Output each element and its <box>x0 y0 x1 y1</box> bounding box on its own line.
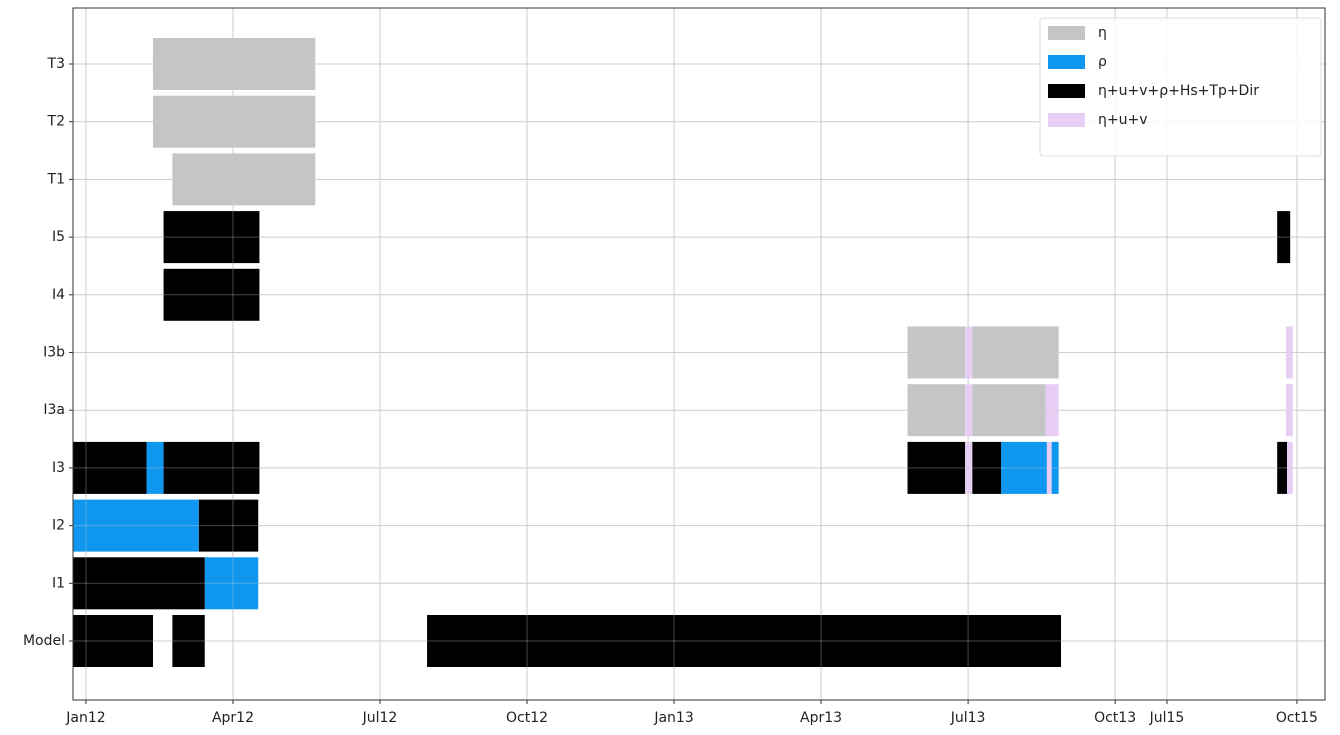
bar-segment <box>73 499 199 552</box>
y-tick-label: T1 <box>47 171 65 187</box>
legend-label: η <box>1098 25 1107 41</box>
bar-segment <box>73 557 205 610</box>
y-tick-label: T2 <box>47 114 65 130</box>
bar-segment <box>198 499 259 552</box>
bar-segment <box>427 615 1062 667</box>
bar-segment <box>73 615 153 667</box>
y-tick-label: I2 <box>52 518 65 534</box>
bar-segment <box>152 38 316 90</box>
bar-segment <box>907 384 966 437</box>
x-tick-label: Apr13 <box>800 710 842 726</box>
legend-swatch <box>1048 26 1085 40</box>
y-tick-label: T3 <box>47 56 65 72</box>
y-tick-label: I3b <box>43 345 65 361</box>
bar-segment <box>1045 384 1059 437</box>
axes-frame <box>72 7 1326 701</box>
x-tick-label: Jul12 <box>362 710 398 726</box>
bar-segment <box>972 326 1059 379</box>
y-tick-label: I4 <box>52 287 65 303</box>
y-tick-label: I5 <box>52 229 65 245</box>
bar-segment <box>1287 441 1293 494</box>
x-tick-label: Jul15 <box>1149 710 1185 726</box>
bar-segment <box>1277 441 1288 494</box>
x-tick-label: Oct15 <box>1276 710 1318 726</box>
x-tick-label: Oct12 <box>506 710 548 726</box>
bar-segment <box>907 441 966 494</box>
bar-segment <box>152 95 316 148</box>
bar-segment <box>204 557 259 610</box>
x-tick-label: Oct13 <box>1094 710 1136 726</box>
bar-segment <box>972 441 1002 494</box>
bar-segment <box>1286 326 1293 379</box>
x-tick-label: Jan13 <box>653 710 693 726</box>
bar-segment <box>965 384 973 437</box>
bar-segment <box>172 615 205 667</box>
legend-label: η+u+v <box>1098 112 1148 128</box>
bar-segment <box>146 441 164 494</box>
y-tick-label: Model <box>23 633 65 649</box>
bar-segment <box>163 211 260 264</box>
bar-segment <box>972 384 1046 437</box>
bar-segment <box>163 268 260 321</box>
legend-label: ρ <box>1098 54 1107 70</box>
labels: Jan12 Apr12 Jul12 Oct12 Jan13 Apr13 Jul13 Oct13… <box>23 56 1318 726</box>
x-tick-label: Jul13 <box>950 710 986 726</box>
bar-segment <box>965 326 973 379</box>
y-tick-label: I3a <box>43 402 65 418</box>
x-tick-label: Jan12 <box>65 710 105 726</box>
bar-segment <box>73 441 147 494</box>
y-tick-label: I3 <box>52 460 65 476</box>
bar-segment <box>965 441 973 494</box>
legend-swatch <box>1048 113 1085 127</box>
bar-segment <box>1051 441 1059 494</box>
bar-segment <box>1046 441 1052 494</box>
bar-segment <box>1277 211 1291 264</box>
bar-segment <box>1001 441 1047 494</box>
bar-segment <box>1286 384 1293 437</box>
bar-segment <box>172 153 316 206</box>
x-tick-label: Apr12 <box>212 710 254 726</box>
legend-label: η+u+v+ρ+Hs+Tp+Dir <box>1098 83 1259 99</box>
bar-segment <box>907 326 966 379</box>
legend-swatch <box>1048 55 1085 69</box>
y-tick-label: I1 <box>52 575 65 591</box>
legend-swatch <box>1048 84 1085 98</box>
legend-box <box>1039 17 1322 157</box>
legend: ηρ η+u+v+ρ+Hs+Tp+Dir η+u+v <box>1039 17 1322 157</box>
bar-segment <box>163 441 260 494</box>
